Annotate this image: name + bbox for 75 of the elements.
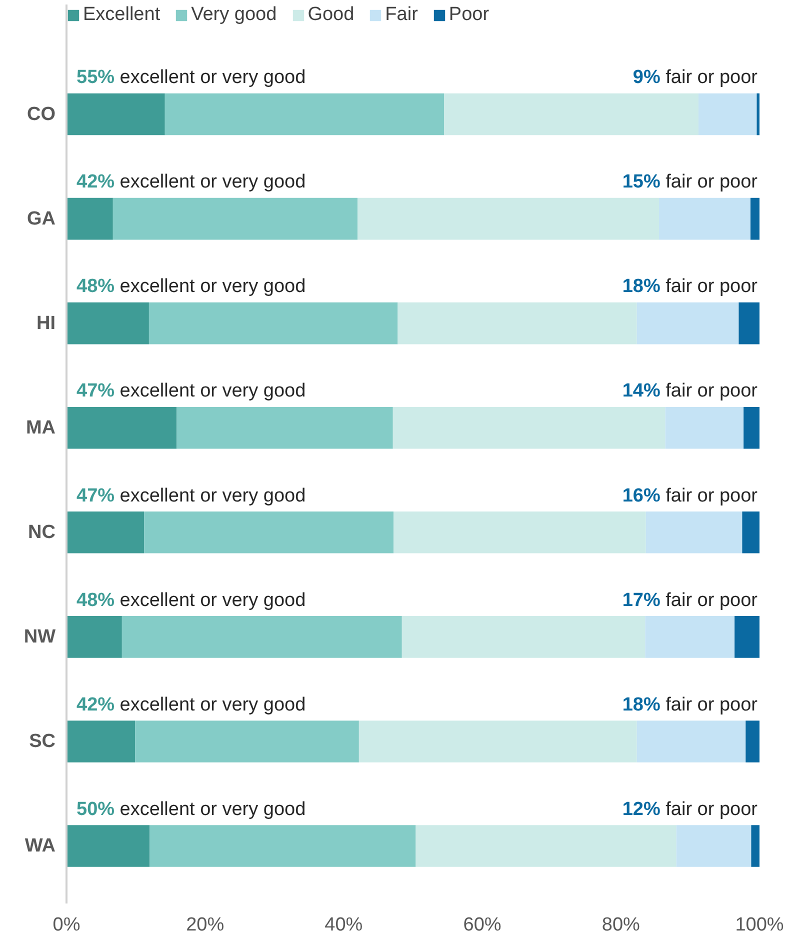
bar [66, 406, 177, 449]
bar [751, 825, 760, 867]
x-tick-label: 100% [735, 914, 784, 936]
bar [738, 302, 760, 344]
bar [135, 720, 359, 762]
y-tick-label: SC [29, 730, 56, 752]
annotation: 42% excellent or very good [76, 694, 306, 716]
bar [394, 511, 646, 554]
bar [742, 511, 760, 554]
bar [750, 198, 760, 240]
bar [402, 616, 646, 658]
bar [112, 198, 358, 240]
bar [392, 406, 666, 449]
annotation: 18% fair or poor [622, 276, 758, 298]
legend-label: Very good [191, 4, 277, 26]
bar [698, 93, 757, 136]
bar [665, 406, 744, 449]
bar [66, 720, 136, 762]
bar [122, 616, 402, 658]
annotation: 16% fair or poor [622, 485, 758, 506]
x-tick-label: 80% [602, 914, 640, 936]
annotation: 50% excellent or very good [76, 798, 306, 820]
x-tick-label: 20% [186, 914, 224, 936]
annotation: 47% excellent or very good [76, 380, 306, 402]
bar [66, 511, 144, 554]
bar [416, 825, 676, 867]
y-tick-label: CO [27, 104, 56, 125]
bar [444, 93, 699, 136]
legend-label: Fair [385, 4, 418, 26]
bar [734, 616, 760, 658]
y-tick-label: WA [24, 836, 56, 857]
y-tick-label: MA [26, 417, 56, 438]
annotation: 9% fair or poor [632, 67, 758, 88]
bar [645, 616, 735, 658]
bar [756, 93, 760, 136]
bar [358, 198, 660, 240]
x-tick-label: 60% [463, 914, 502, 936]
y-tick-label: HI [36, 312, 56, 334]
annotation: 55% excellent or very good [76, 67, 306, 88]
bar [148, 302, 398, 344]
bar [646, 511, 742, 554]
bar [66, 825, 150, 867]
bar [676, 825, 752, 867]
annotation: 48% excellent or very good [76, 590, 306, 611]
y-tick-label: GA [27, 208, 56, 230]
bar [659, 198, 750, 240]
bar [744, 406, 760, 449]
legend-label: Good [308, 4, 354, 26]
bar [144, 511, 394, 554]
bar [398, 302, 637, 344]
annotation: 18% fair or poor [622, 694, 758, 716]
legend-label: Poor [448, 4, 490, 26]
bar [164, 93, 444, 136]
x-tick-label: 40% [324, 914, 363, 936]
bar [66, 616, 122, 658]
annotation: 17% fair or poor [622, 590, 758, 611]
x-tick-label: 0% [52, 914, 80, 936]
bar [176, 406, 393, 449]
legend-label: Excellent [83, 4, 160, 26]
y-tick-label: NC [28, 522, 56, 543]
bar [636, 302, 739, 344]
bar [66, 93, 165, 136]
annotation: 14% fair or poor [622, 380, 758, 402]
bar [66, 198, 113, 240]
y-tick-label: NW [24, 626, 56, 648]
annotation: 47% excellent or very good [76, 485, 306, 506]
bar [358, 720, 637, 762]
bar [150, 825, 416, 867]
bar [746, 720, 760, 762]
bar [66, 302, 149, 344]
annotation: 12% fair or poor [622, 798, 758, 820]
bar [636, 720, 746, 762]
annotation: 48% excellent or very good [76, 276, 306, 298]
annotation: 15% fair or poor [622, 172, 758, 193]
annotation: 42% excellent or very good [76, 172, 306, 193]
